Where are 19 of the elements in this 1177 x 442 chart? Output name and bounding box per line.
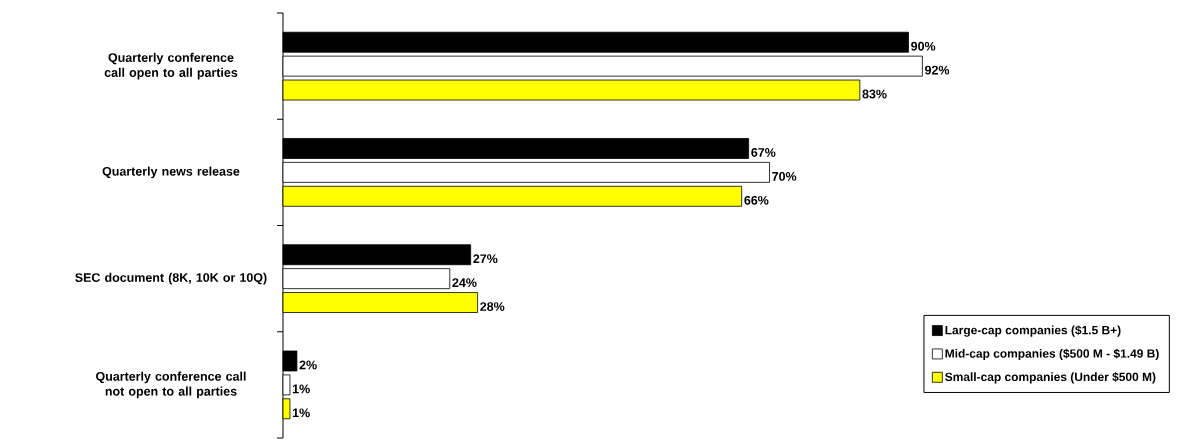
data-label: 24% bbox=[452, 278, 477, 288]
data-label: 90% bbox=[911, 41, 936, 51]
data-label: 27% bbox=[473, 254, 498, 264]
data-label: 1% bbox=[292, 384, 310, 394]
y-tick-label: Quarterly conference call not open to all parties bbox=[96, 371, 246, 399]
data-label: 2% bbox=[299, 360, 317, 370]
legend-label: Mid-cap companies ($500 M - $1.49 B) bbox=[945, 348, 1159, 361]
y-tick-label: Quarterly conference call open to all parties bbox=[104, 52, 238, 80]
data-label: 83% bbox=[862, 89, 887, 99]
data-label: 1% bbox=[292, 408, 310, 418]
legend-label: Large-cap companies ($1.5 B+) bbox=[945, 325, 1121, 337]
data-label: 92% bbox=[925, 65, 950, 75]
data-label: 70% bbox=[772, 171, 797, 181]
data-label: 66% bbox=[744, 195, 769, 205]
legend-label: Small-cap companies (Under $500 M) bbox=[945, 372, 1156, 384]
data-label: 28% bbox=[480, 302, 505, 311]
data-label: 67% bbox=[751, 148, 776, 157]
y-tick-label: Quarterly news release bbox=[102, 166, 240, 179]
y-tick-label: SEC document (8K, 10K or 10Q) bbox=[75, 272, 267, 285]
